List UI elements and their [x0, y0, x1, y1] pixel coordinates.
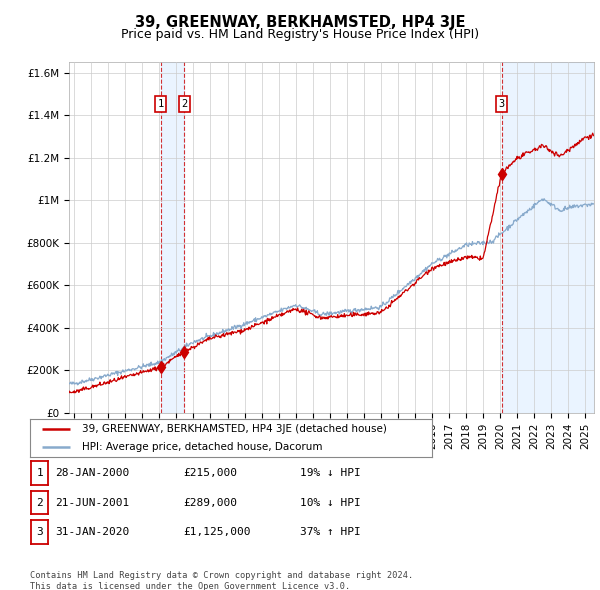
- Text: 1: 1: [36, 468, 43, 478]
- Text: HPI: Average price, detached house, Dacorum: HPI: Average price, detached house, Daco…: [82, 442, 323, 452]
- Text: 1: 1: [157, 99, 164, 109]
- Text: Price paid vs. HM Land Registry's House Price Index (HPI): Price paid vs. HM Land Registry's House …: [121, 28, 479, 41]
- Text: 3: 3: [499, 99, 505, 109]
- Text: 28-JAN-2000: 28-JAN-2000: [55, 468, 130, 478]
- Text: 2: 2: [181, 99, 188, 109]
- Text: 39, GREENWAY, BERKHAMSTED, HP4 3JE: 39, GREENWAY, BERKHAMSTED, HP4 3JE: [135, 15, 465, 30]
- Text: 37% ↑ HPI: 37% ↑ HPI: [300, 527, 361, 537]
- Text: 31-JAN-2020: 31-JAN-2020: [55, 527, 130, 537]
- Text: 2: 2: [36, 498, 43, 507]
- Bar: [161, 62, 184, 413]
- Text: 39, GREENWAY, BERKHAMSTED, HP4 3JE (detached house): 39, GREENWAY, BERKHAMSTED, HP4 3JE (deta…: [82, 424, 387, 434]
- Text: 3: 3: [36, 527, 43, 537]
- Text: £1,125,000: £1,125,000: [183, 527, 251, 537]
- Bar: [502, 62, 594, 413]
- Text: £289,000: £289,000: [183, 498, 237, 507]
- Text: 21-JUN-2001: 21-JUN-2001: [55, 498, 130, 507]
- Text: 19% ↓ HPI: 19% ↓ HPI: [300, 468, 361, 478]
- Text: 10% ↓ HPI: 10% ↓ HPI: [300, 498, 361, 507]
- Text: £215,000: £215,000: [183, 468, 237, 478]
- Text: Contains HM Land Registry data © Crown copyright and database right 2024.
This d: Contains HM Land Registry data © Crown c…: [30, 571, 413, 590]
